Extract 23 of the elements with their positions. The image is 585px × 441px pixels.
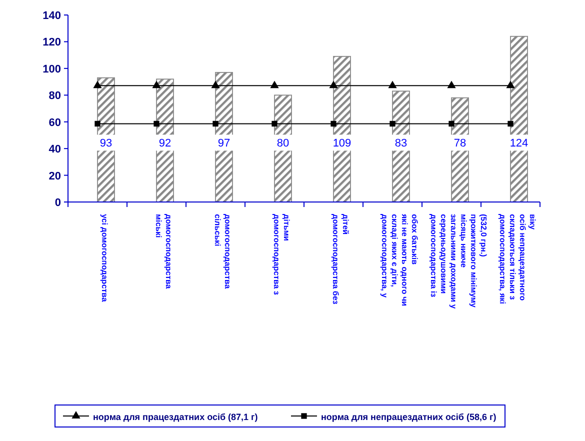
y-tick-label: 140 bbox=[42, 10, 61, 22]
x-tick-label: домогосподарства без дітей bbox=[331, 214, 350, 304]
y-tick-label: 80 bbox=[48, 90, 61, 102]
y-tick-label: 40 bbox=[48, 144, 61, 156]
x-tick-label: домогосподарства, які складаються тільки з осіб непрацездатного віку bbox=[498, 214, 537, 304]
data-label: 109 bbox=[332, 138, 352, 150]
x-tick-label: домогосподарства із середньодушовими загальними доходами у місяць нижче прожиткового мінімуму (532,0 грн.) bbox=[429, 214, 488, 310]
x-tick-label: усі домогосподарства bbox=[100, 214, 109, 302]
data-label: 97 bbox=[218, 138, 230, 150]
x-tick-label: домогосподарства з дітьми bbox=[272, 214, 291, 295]
data-label: 92 bbox=[158, 138, 172, 150]
y-tick-label: 60 bbox=[48, 116, 61, 129]
legend-label: норма для непрацездатних осіб (58,6 г) bbox=[321, 412, 496, 422]
y-tick-label: 100 bbox=[42, 63, 61, 76]
legend-label: норма для працездатних осіб (87,1 г) bbox=[93, 412, 258, 422]
y-tick-label: 0 bbox=[54, 197, 61, 209]
data-label: 80 bbox=[276, 138, 290, 150]
data-label: 124 bbox=[510, 138, 528, 150]
y-tick-label: 20 bbox=[48, 170, 61, 182]
data-label: 78 bbox=[454, 138, 466, 150]
y-tick-label: 120 bbox=[42, 36, 61, 49]
data-label: 83 bbox=[394, 138, 408, 150]
data-label: 93 bbox=[100, 138, 112, 150]
